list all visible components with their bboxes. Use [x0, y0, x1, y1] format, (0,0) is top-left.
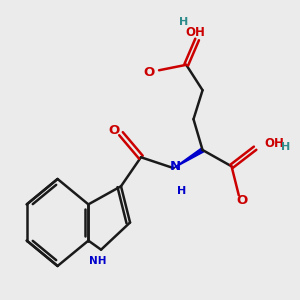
Polygon shape	[174, 148, 204, 168]
Text: N: N	[170, 160, 181, 173]
Text: OH: OH	[185, 26, 205, 39]
Text: O: O	[109, 124, 120, 137]
Text: H: H	[179, 17, 188, 27]
Text: O: O	[143, 66, 155, 79]
Text: NH: NH	[89, 256, 107, 266]
Text: OH: OH	[264, 137, 284, 150]
Text: H: H	[281, 142, 290, 152]
Text: O: O	[236, 194, 247, 207]
Text: H: H	[177, 186, 186, 196]
